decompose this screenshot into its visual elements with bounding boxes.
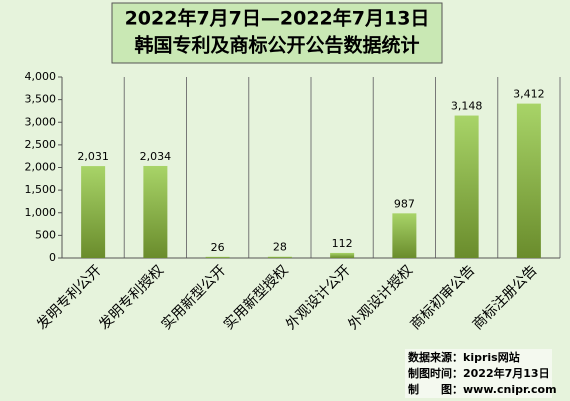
value-label: 2,034 — [140, 150, 172, 163]
bar — [392, 213, 417, 258]
y-tick-label: 2,000 — [25, 161, 57, 174]
source: 制图时间：2022年7月13日 — [408, 366, 550, 380]
value-label: 26 — [211, 241, 225, 254]
y-tick-label: 1,000 — [25, 206, 57, 219]
value-label: 2,031 — [77, 150, 109, 163]
value-label: 987 — [394, 197, 415, 210]
y-tick-label: 3,000 — [25, 115, 57, 128]
source: 制 图：www.cnipr.com — [408, 382, 557, 396]
value-label: 3,412 — [513, 88, 545, 101]
bar — [516, 103, 541, 259]
source: 数据来源：kipris网站 — [408, 350, 520, 364]
bar — [330, 252, 355, 258]
y-tick-label: 4,000 — [25, 70, 57, 83]
y-tick-label: 0 — [49, 251, 56, 264]
chart-title: 韩国专利及商标公开公告数据统计 — [134, 34, 419, 57]
y-tick-label: 3,500 — [25, 93, 57, 106]
value-label: 3,148 — [451, 100, 483, 113]
chart-title: 2022年7月7日—2022年7月13日 — [125, 7, 430, 30]
y-tick-label: 500 — [35, 228, 56, 241]
value-label: 28 — [273, 241, 287, 254]
bar — [205, 256, 230, 258]
title-box — [111, 2, 443, 64]
bar — [81, 166, 106, 258]
y-tick-label: 2,500 — [25, 138, 57, 151]
bar — [267, 256, 292, 258]
source-box — [405, 349, 552, 398]
value-label: 112 — [332, 237, 353, 250]
bar — [454, 115, 479, 258]
bar — [143, 165, 168, 258]
y-tick-label: 1,500 — [25, 183, 57, 196]
